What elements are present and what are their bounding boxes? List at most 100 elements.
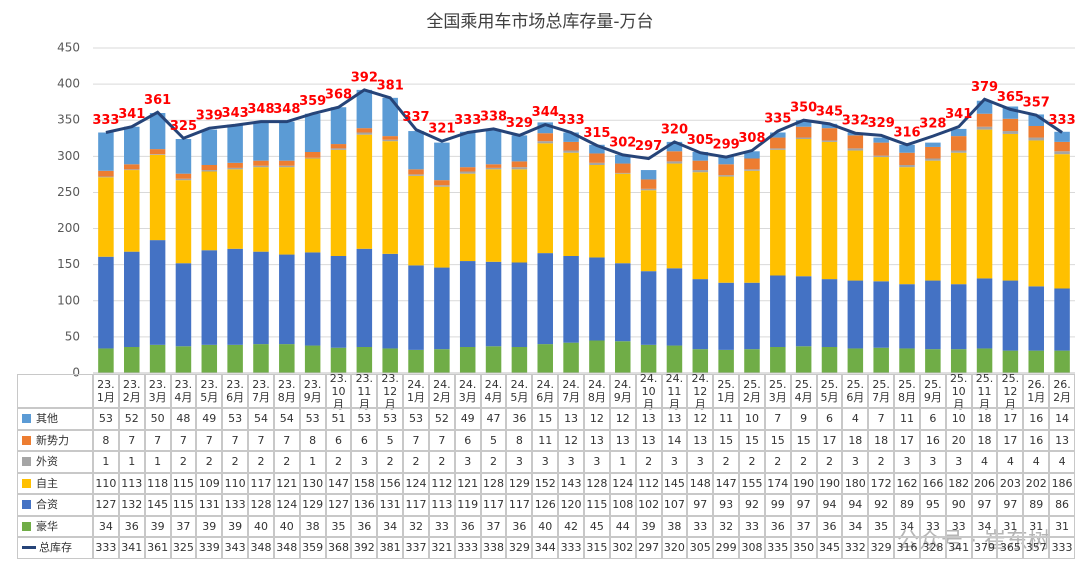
table-cell: 17 [997,408,1024,430]
bar-segment [175,178,192,181]
bar-segment [873,347,889,373]
table-cell: 33 [687,515,714,537]
bar-segment [976,113,993,127]
table-cell: 36 [454,515,481,537]
bar-segment [434,186,450,268]
bar-segment [253,165,269,168]
bar-segment [563,342,579,373]
table-cell: 15 [713,429,740,451]
column-header: 23.10月 [325,372,352,411]
column-header: 23.12月 [377,372,404,411]
table-cell: 92 [739,494,765,516]
column-header: 23.4月 [170,374,197,408]
column-header: 23.6月 [222,374,249,408]
table-cell: 297 [635,537,662,559]
table-cell: 112 [428,472,455,494]
bar-segment [640,271,657,345]
table-cell: 45 [584,515,610,537]
bar-segment [950,152,967,285]
bar-segment [175,139,192,174]
table-cell: 97 [971,494,998,516]
table-cell: 2 [764,451,791,473]
data-label: 333 [1049,113,1076,128]
data-label: 339 [196,109,223,124]
table-cell: 37 [170,515,197,537]
table-cell: 124 [609,472,636,494]
data-label: 341 [118,107,145,122]
data-label: 338 [480,109,507,124]
table-cell: 15 [532,408,559,430]
table-cell: 49 [196,408,223,430]
bar-segment [279,121,295,161]
table-cell: 357 [1023,537,1050,559]
table-cell: 32 [403,515,429,537]
table-corner [17,374,93,408]
bar-segment [511,161,528,168]
bar-segment [795,126,812,138]
table-cell: 339 [196,537,223,559]
bar-segment [511,169,528,263]
bar-segment [925,160,941,281]
bar-segment [821,279,838,347]
column-header: 23.1月 [93,374,119,408]
table-cell: 121 [273,472,300,494]
column-header: 25.4月 [790,374,817,408]
table-cell: 4 [971,451,998,473]
table-cell: 305 [687,537,714,559]
bar-segment [1054,350,1070,373]
bar-segment [795,346,812,373]
data-label: 357 [1023,96,1050,111]
bar-segment [175,180,192,264]
column-header: 24.1月 [403,374,429,408]
bar-segment [692,170,709,173]
table-cell: 133 [222,494,249,516]
column-header: 24.4月 [480,374,507,408]
bar-segment [666,161,683,164]
table-cell: 6 [454,429,481,451]
table-cell: 12 [584,408,610,430]
table-cell: 15 [764,429,791,451]
table-cell: 97 [997,494,1024,516]
table-cell: 2 [196,451,223,473]
table-cell: 190 [790,472,817,494]
table-cell: 15 [739,429,765,451]
bar-segment [330,107,347,145]
bar-segment [899,165,915,168]
table-cell: 42 [558,515,584,537]
table-cell: 3 [687,451,714,473]
bar-segment [253,160,269,166]
column-header: 24.6月 [532,374,559,408]
row-header: 自主 [17,472,93,494]
bar-segment [511,262,528,347]
data-label: 343 [222,106,249,121]
bar-segment [718,156,734,165]
table-cell: 110 [93,472,119,494]
table-cell: 365 [997,537,1024,559]
bar-segment [1028,140,1044,287]
table-cell: 86 [1049,494,1075,516]
bar-segment [1028,286,1044,351]
column-header: 25.6月 [842,374,869,408]
bar-segment [227,124,243,163]
bar-segment [124,164,140,170]
data-label: 297 [635,139,662,154]
column-header: 23.8月 [273,374,300,408]
bar-segment [149,154,166,241]
table-cell: 1 [118,451,145,473]
bar-segment [744,158,760,170]
bar-segment [253,344,269,373]
table-cell: 18 [868,429,895,451]
table-cell: 11 [894,408,920,430]
table-cell: 10 [739,408,765,430]
bar-segment [925,158,941,161]
table-cell: 97 [790,494,817,516]
table-cell: 156 [377,472,404,494]
legend-key [22,414,31,424]
column-header: 25.5月 [816,374,843,408]
bar-segment [175,173,192,179]
table-cell: 92 [868,494,895,516]
table-cell: 2 [325,451,352,473]
table-cell: 53 [403,408,429,430]
data-label: 315 [583,126,610,141]
column-header: 24.12月 [687,372,714,411]
